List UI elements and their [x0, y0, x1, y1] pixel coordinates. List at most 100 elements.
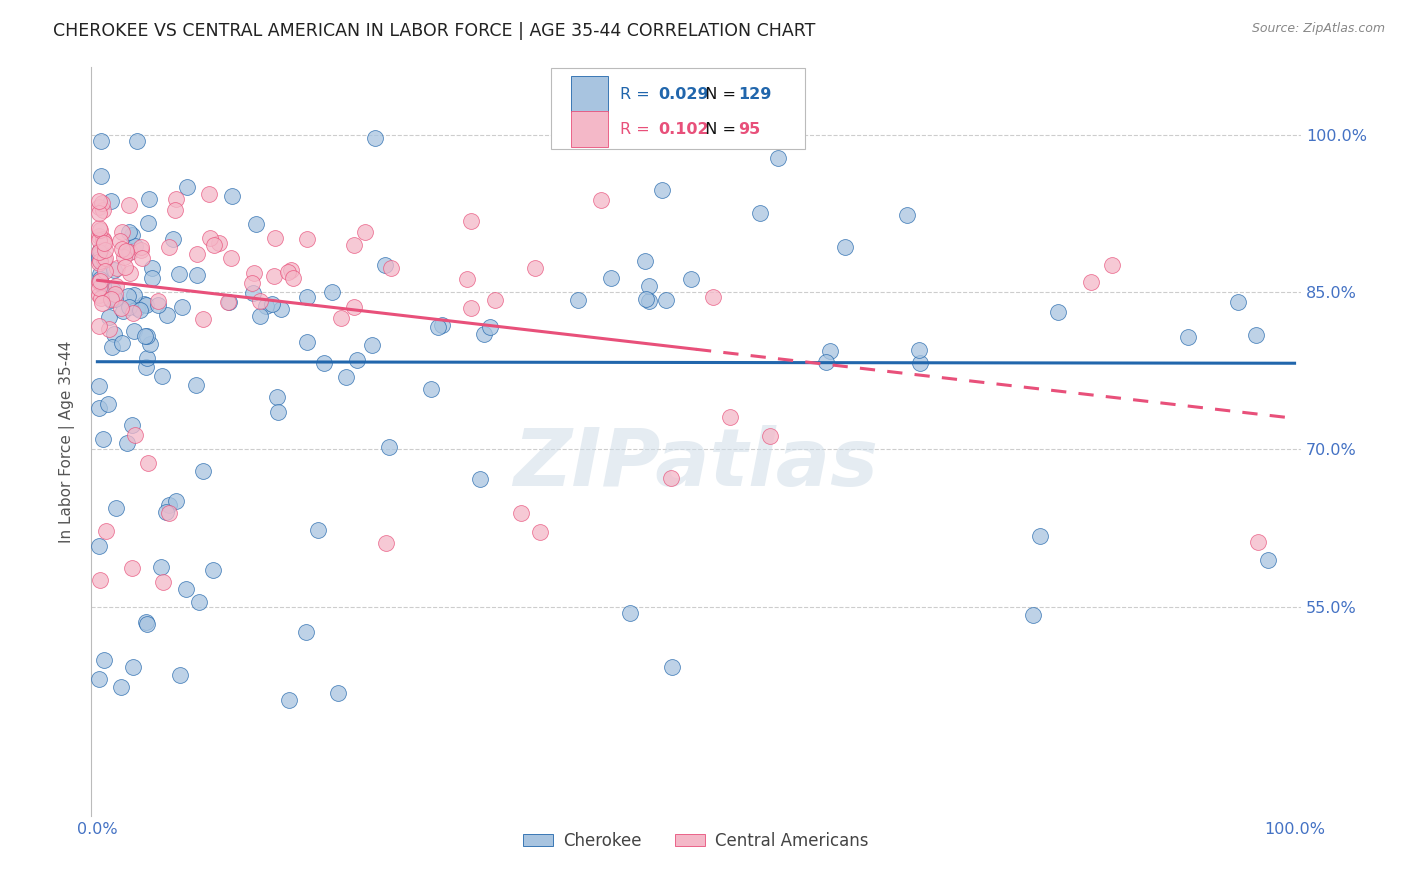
Point: [283, 271, 305, 285]
Point: [104, 292, 127, 306]
Point: [87, 233, 110, 247]
Point: [124, 238, 146, 252]
Point: [136, 456, 159, 470]
Text: Source: ZipAtlas.com: Source: ZipAtlas.com: [1251, 22, 1385, 36]
Text: 95: 95: [738, 122, 761, 136]
Point: [139, 336, 162, 351]
Point: [427, 319, 450, 334]
Point: [188, 595, 211, 609]
Point: [264, 231, 287, 245]
Point: [103, 262, 125, 277]
Point: [87, 245, 110, 260]
Point: [472, 327, 495, 342]
Point: [260, 297, 283, 311]
Point: [131, 240, 153, 254]
Point: [186, 268, 208, 282]
Point: [90, 169, 112, 183]
Point: [702, 290, 724, 304]
Point: [169, 668, 191, 682]
Point: [105, 260, 128, 275]
Point: [105, 279, 128, 293]
Point: [146, 293, 169, 308]
Point: [354, 225, 377, 239]
Point: [136, 216, 159, 230]
Point: [118, 266, 141, 280]
Point: [529, 525, 551, 540]
Point: [87, 401, 110, 415]
Point: [330, 310, 353, 325]
Point: [567, 293, 589, 307]
Point: [484, 293, 506, 308]
Point: [157, 498, 180, 512]
Point: [87, 206, 110, 220]
FancyBboxPatch shape: [551, 69, 804, 149]
Point: [87, 319, 110, 334]
Point: [361, 337, 384, 351]
Point: [100, 340, 122, 354]
Point: [100, 293, 122, 308]
Point: [174, 582, 197, 596]
Point: [135, 351, 157, 366]
Point: [243, 266, 266, 280]
Point: [479, 319, 502, 334]
Point: [115, 244, 138, 259]
Point: [114, 260, 136, 274]
Point: [89, 223, 111, 237]
Point: [176, 179, 198, 194]
Point: [93, 236, 115, 251]
Point: [162, 232, 184, 246]
Point: [124, 427, 146, 442]
Point: [127, 301, 149, 315]
Point: [112, 250, 135, 264]
Point: [91, 203, 114, 218]
Point: [814, 355, 837, 369]
Point: [105, 501, 128, 516]
Point: [295, 334, 318, 349]
Point: [197, 186, 219, 201]
Point: [619, 606, 641, 620]
Point: [270, 302, 292, 317]
Point: [242, 286, 264, 301]
FancyBboxPatch shape: [571, 112, 607, 147]
Point: [90, 291, 112, 305]
Point: [150, 369, 173, 384]
Point: [112, 304, 135, 318]
Point: [122, 324, 145, 338]
Point: [254, 299, 277, 313]
Text: 0.102: 0.102: [658, 122, 709, 136]
Point: [1257, 553, 1279, 567]
Point: [150, 559, 173, 574]
Point: [91, 196, 114, 211]
Point: [280, 263, 302, 277]
Point: [380, 261, 402, 276]
Text: 0.029: 0.029: [658, 87, 709, 102]
Point: [655, 293, 678, 308]
Point: [374, 258, 396, 272]
Point: [278, 692, 301, 706]
Point: [249, 293, 271, 308]
Point: [103, 326, 125, 341]
Point: [599, 270, 621, 285]
Point: [121, 418, 143, 433]
Point: [120, 245, 142, 260]
Point: [240, 276, 263, 290]
Point: [591, 194, 613, 208]
Point: [460, 301, 482, 315]
Point: [651, 183, 673, 197]
Point: [378, 440, 401, 454]
Point: [127, 134, 149, 148]
Point: [186, 246, 208, 260]
Point: [111, 242, 134, 256]
Point: [103, 283, 125, 297]
Point: [202, 237, 225, 252]
Point: [460, 214, 482, 228]
Point: [94, 263, 117, 277]
Point: [89, 267, 111, 281]
Point: [89, 254, 111, 268]
Point: [97, 322, 120, 336]
Point: [87, 248, 110, 262]
Point: [759, 429, 782, 443]
Point: [638, 278, 661, 293]
Point: [87, 228, 110, 243]
Point: [896, 208, 918, 222]
